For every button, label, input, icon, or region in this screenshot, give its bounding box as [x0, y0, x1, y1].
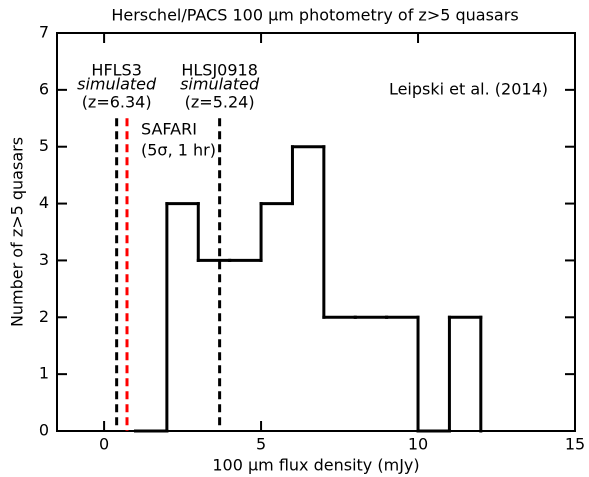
- annotation: Leipski et al. (2014): [389, 80, 548, 99]
- x-tick-label: 15: [565, 435, 585, 454]
- y-tick-label: 5: [39, 136, 49, 155]
- x-axis-label: 100 μm flux density (mJy): [212, 456, 419, 475]
- y-tick-label: 3: [39, 250, 49, 269]
- reference-label: simulated: [77, 75, 157, 94]
- reference-label: (z=5.24): [185, 93, 255, 112]
- y-tick-label: 7: [39, 23, 49, 42]
- y-tick-label: 0: [39, 421, 49, 440]
- reference-label: (z=6.34): [82, 93, 152, 112]
- y-tick-label: 2: [39, 307, 49, 326]
- x-tick-label: 10: [408, 435, 428, 454]
- reference-label: (5σ, 1 hr): [141, 141, 216, 160]
- plot-frame: [56, 32, 576, 432]
- y-axis-label: Number of z>5 quasars: [8, 137, 27, 327]
- y-tick-label: 6: [39, 79, 49, 98]
- y-tick-label: 1: [39, 364, 49, 383]
- y-tick-label: 4: [39, 193, 49, 212]
- reference-label: HFLS3: [91, 61, 141, 80]
- reference-label: simulated: [180, 75, 260, 94]
- x-tick-label: 5: [256, 435, 266, 454]
- reference-label: SAFARI: [141, 120, 197, 139]
- chart-title: Herschel/PACS 100 μm photometry of z>5 q…: [111, 6, 518, 25]
- x-tick-label: 0: [99, 435, 109, 454]
- reference-label: HLSJ0918: [181, 61, 258, 80]
